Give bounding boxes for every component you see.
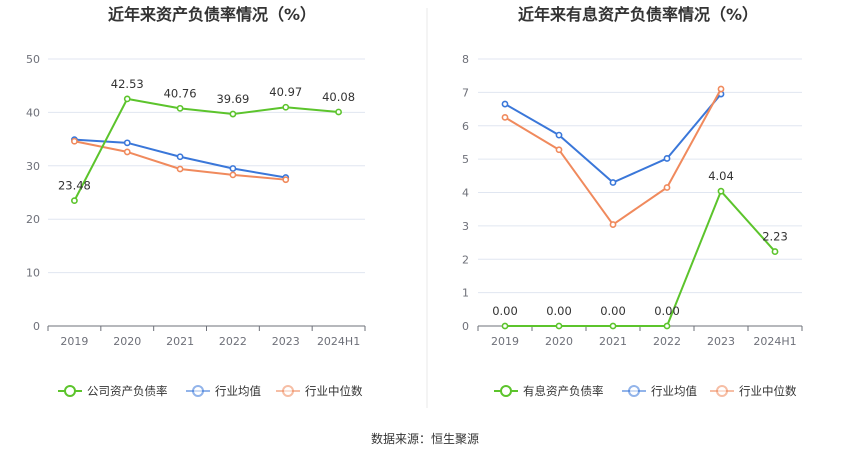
y-tick-label: 20 <box>26 213 40 226</box>
data-point-industry_avg <box>176 153 184 161</box>
legend-label: 行业均值 <box>651 384 697 398</box>
series-line-company <box>73 97 339 202</box>
y-tick-label: 0 <box>462 320 469 333</box>
legend-marker <box>500 385 512 397</box>
data-label: 0.00 <box>654 304 680 318</box>
data-point-company <box>282 103 290 111</box>
x-tick-label: 2019 <box>491 335 519 348</box>
x-tick-label: 2023 <box>707 335 735 348</box>
legend-label: 公司资产负债率 <box>87 384 168 398</box>
data-source-note: 数据来源：恒生聚源 <box>371 431 479 446</box>
data-point-industry_avg <box>229 165 237 172</box>
legend-item-company: 有息资产负债率 <box>494 384 604 398</box>
data-point-industry_median <box>176 165 184 173</box>
y-tick-label: 7 <box>462 86 469 99</box>
data-label: 2.23 <box>762 230 788 244</box>
y-tick-label: 50 <box>26 53 40 66</box>
data-point-industry_avg <box>555 131 563 139</box>
data-point-company <box>229 110 237 118</box>
data-point-company <box>717 187 725 195</box>
data-point-industry_avg <box>663 155 671 162</box>
legend-marker <box>282 385 294 397</box>
data-point-company <box>71 197 78 205</box>
legend-label: 行业中位数 <box>305 384 363 398</box>
data-point-company <box>123 95 131 103</box>
y-tick-label: 30 <box>26 160 40 173</box>
legend-item-industry_avg: 行业均值 <box>186 384 261 398</box>
interest-bearing-debt-ratio-chart: 近年来有息资产负债率情况（%） 0 1 2 3 4 5 6 7 8 2019 2020 2021 202… <box>462 5 803 398</box>
legend-label: 行业均值 <box>215 384 261 398</box>
data-label: 4.04 <box>708 169 734 183</box>
legend-marker <box>628 385 640 397</box>
data-point-industry_median <box>501 114 509 121</box>
series-line-industry_median <box>504 88 722 226</box>
legend-marker <box>64 385 76 397</box>
data-label: 42.53 <box>111 77 144 91</box>
y-tick-label: 40 <box>26 106 40 119</box>
data-point-company <box>176 104 184 112</box>
data-point-company <box>555 322 563 330</box>
data-label: 39.69 <box>216 92 249 106</box>
y-tick-label: 8 <box>462 53 469 66</box>
data-label: 0.00 <box>546 304 572 318</box>
data-label: 23.48 <box>58 179 91 193</box>
data-point-company <box>609 322 617 330</box>
y-tick-label: 4 <box>462 187 469 200</box>
data-label: 40.08 <box>322 90 355 104</box>
y-tick-label: 0 <box>33 320 40 333</box>
series-line-company <box>505 190 776 327</box>
data-label: 40.76 <box>164 86 197 100</box>
x-tick-label: 2024H1 <box>317 335 360 348</box>
legend-marker <box>192 385 204 397</box>
x-tick-label: 2022 <box>653 335 681 348</box>
data-point-industry_avg <box>609 179 617 186</box>
y-tick-label: 3 <box>462 220 469 233</box>
data-label: 0.00 <box>600 304 626 318</box>
data-point-industry_avg <box>501 100 509 108</box>
legend-marker <box>716 385 728 397</box>
data-point-company <box>335 108 342 116</box>
data-point-industry_median <box>123 148 131 156</box>
data-point-company <box>501 322 509 330</box>
x-tick-label: 2024H1 <box>753 335 796 348</box>
series-line-industry_avg <box>504 93 722 184</box>
x-tick-label: 2021 <box>599 335 627 348</box>
data-point-industry_median <box>609 221 617 228</box>
legend-item-industry_median: 行业中位数 <box>276 384 363 398</box>
x-tick-label: 2020 <box>113 335 141 348</box>
y-tick-label: 1 <box>462 287 469 300</box>
legend-label: 有息资产负债率 <box>523 384 604 398</box>
chart-title: 近年来有息资产负债率情况（%） <box>518 5 758 24</box>
x-tick-label: 2021 <box>166 335 194 348</box>
y-tick-label: 6 <box>462 120 469 133</box>
x-tick-label: 2019 <box>60 335 88 348</box>
y-tick-label: 5 <box>462 153 469 166</box>
data-point-industry_median <box>663 184 671 191</box>
data-label: 0.00 <box>492 304 518 318</box>
debt-ratio-chart: 近年来资产负债率情况（%） 0 10 20 30 40 50 2019 2020 2021 202… <box>26 5 366 398</box>
data-point-industry_avg <box>123 139 131 147</box>
legend-item-industry_median: 行业中位数 <box>710 384 797 398</box>
data-point-company <box>663 322 671 330</box>
legend-label: 行业中位数 <box>739 384 797 398</box>
x-tick-label: 2022 <box>219 335 247 348</box>
data-point-company <box>771 248 779 255</box>
data-point-industry_median <box>71 137 78 145</box>
data-point-industry_median <box>717 85 725 93</box>
chart-title: 近年来资产负债率情况（%） <box>108 5 316 24</box>
series-line-industry_median <box>74 140 286 181</box>
data-point-industry_median <box>555 146 563 154</box>
x-tick-label: 2023 <box>272 335 300 348</box>
y-tick-label: 2 <box>462 253 469 266</box>
data-point-industry_median <box>282 176 290 184</box>
data-label: 40.97 <box>269 85 302 99</box>
y-tick-label: 10 <box>26 267 40 280</box>
legend-item-industry_avg: 行业均值 <box>622 384 697 398</box>
legend-item-company: 公司资产负债率 <box>58 384 168 398</box>
data-point-industry_median <box>229 171 237 179</box>
x-tick-label: 2020 <box>545 335 573 348</box>
